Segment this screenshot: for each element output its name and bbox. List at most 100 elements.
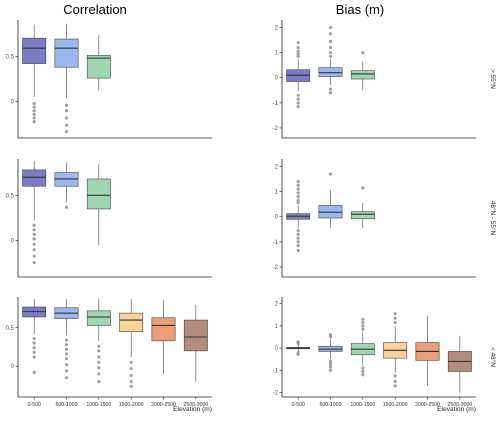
box-0-500 bbox=[286, 179, 311, 253]
outlier-point bbox=[32, 105, 36, 109]
box-1000-1500 bbox=[86, 35, 111, 91]
outlier-point bbox=[32, 355, 36, 359]
box-500-1000 bbox=[54, 299, 79, 380]
x-tick-label: 0-500 bbox=[28, 402, 41, 408]
outlier-point bbox=[296, 240, 300, 244]
outlier-point bbox=[296, 198, 300, 203]
x-tick-label: 1500-2000 bbox=[383, 402, 408, 408]
outlier-point bbox=[328, 365, 333, 369]
row-label-north: > 55°N bbox=[489, 69, 497, 89]
outlier-point bbox=[32, 341, 36, 345]
y-tick-label: 1 bbox=[275, 324, 279, 330]
outlier-point bbox=[296, 249, 300, 253]
outlier-point bbox=[64, 103, 69, 107]
x-tick-label: 0-500 bbox=[292, 402, 305, 408]
outlier-point bbox=[361, 186, 365, 190]
outlier-point bbox=[361, 369, 365, 374]
outlier-point bbox=[361, 327, 365, 331]
x-tick-label: 1000-1500 bbox=[350, 402, 375, 408]
outlier-point bbox=[32, 232, 36, 236]
outlier-point bbox=[328, 54, 333, 59]
box-500-1000 bbox=[318, 25, 343, 95]
box-500-1000 bbox=[54, 162, 79, 209]
y-tick-label: 0.5 bbox=[6, 54, 15, 60]
panel-correlation-55-n: 00.5 bbox=[6, 20, 212, 139]
outlier-point bbox=[64, 363, 69, 367]
outlier-point bbox=[328, 25, 333, 30]
box-body bbox=[86, 310, 111, 326]
x-axis-label-bias: Elevation (m) bbox=[437, 406, 476, 413]
y-tick-label: 1 bbox=[275, 51, 279, 57]
outlier-point bbox=[328, 87, 333, 91]
outlier-point bbox=[129, 373, 133, 378]
y-tick-label: -2 bbox=[273, 265, 279, 271]
outlier-point bbox=[64, 343, 69, 347]
outlier-point bbox=[328, 335, 333, 339]
outlier-point bbox=[296, 232, 300, 236]
outlier-point bbox=[361, 366, 365, 370]
outlier-point bbox=[393, 312, 397, 316]
outlier-point bbox=[64, 123, 69, 127]
box-1000-1500 bbox=[350, 186, 375, 229]
x-axis-label-correlation: Elevation (m) bbox=[173, 406, 212, 413]
box-body bbox=[151, 317, 176, 342]
outlier-point bbox=[32, 346, 36, 350]
outlier-point bbox=[97, 344, 101, 348]
outlier-point bbox=[393, 316, 397, 320]
outlier-point bbox=[32, 112, 36, 116]
y-tick-label: 2 bbox=[275, 165, 279, 171]
x-tick-label: 500-1000 bbox=[320, 402, 342, 408]
outlier-point bbox=[328, 32, 333, 36]
outlier-point bbox=[393, 384, 397, 388]
box-1000-1500 bbox=[350, 317, 375, 377]
outlier-point bbox=[296, 46, 300, 50]
box-2500-3000 bbox=[447, 335, 472, 393]
outlier-point bbox=[64, 116, 69, 120]
box-0-500 bbox=[22, 24, 47, 124]
outlier-point bbox=[64, 205, 69, 209]
outlier-point bbox=[361, 373, 365, 377]
box-body bbox=[183, 319, 208, 352]
box-body bbox=[86, 55, 111, 79]
outlier-point bbox=[32, 116, 36, 120]
outlier-point bbox=[64, 369, 69, 373]
outlier-point bbox=[129, 366, 133, 371]
x-tick-label: 500-1000 bbox=[56, 402, 78, 408]
outlier-point bbox=[393, 374, 397, 378]
outlier-point bbox=[328, 172, 333, 176]
y-tick-label: 0 bbox=[11, 239, 15, 245]
outlier-point bbox=[64, 109, 69, 113]
outlier-point bbox=[328, 359, 333, 364]
box-500-1000 bbox=[318, 172, 343, 229]
outlier-point bbox=[97, 380, 101, 384]
x-tick-label: 2500-3000 bbox=[183, 402, 208, 408]
box-1500-2000 bbox=[119, 299, 144, 388]
outlier-point bbox=[296, 352, 300, 356]
y-tick-label: 0 bbox=[11, 364, 15, 370]
panel-bias-m-55-n: -2 -1 0 1 2 bbox=[273, 20, 476, 139]
box-body bbox=[350, 211, 375, 220]
y-tick-label: 1 bbox=[275, 190, 279, 196]
outlier-point bbox=[296, 93, 300, 97]
x-tick-label: 2500-3000 bbox=[447, 402, 472, 408]
outlier-point bbox=[32, 228, 36, 232]
row-label-central: 48°N - 55°N bbox=[489, 201, 497, 236]
outlier-point bbox=[32, 109, 36, 113]
outlier-point bbox=[296, 187, 300, 191]
outlier-point bbox=[32, 370, 36, 374]
panel-correlation-48-n-55-n: 00.5 bbox=[6, 159, 212, 278]
box-0-500 bbox=[22, 160, 47, 265]
outlier-point bbox=[328, 368, 333, 372]
x-tick-label: 2000-2500 bbox=[151, 402, 176, 408]
outlier-point bbox=[328, 333, 333, 337]
outlier-point bbox=[64, 352, 69, 356]
y-tick-label: 2 bbox=[275, 302, 279, 308]
box-0-500 bbox=[22, 299, 47, 374]
outlier-point bbox=[296, 183, 300, 187]
outlier-point bbox=[296, 191, 300, 195]
y-tick-label: 0 bbox=[275, 76, 279, 82]
outlier-point bbox=[32, 223, 36, 227]
outlier-point bbox=[296, 201, 300, 205]
outlier-point bbox=[97, 372, 101, 376]
